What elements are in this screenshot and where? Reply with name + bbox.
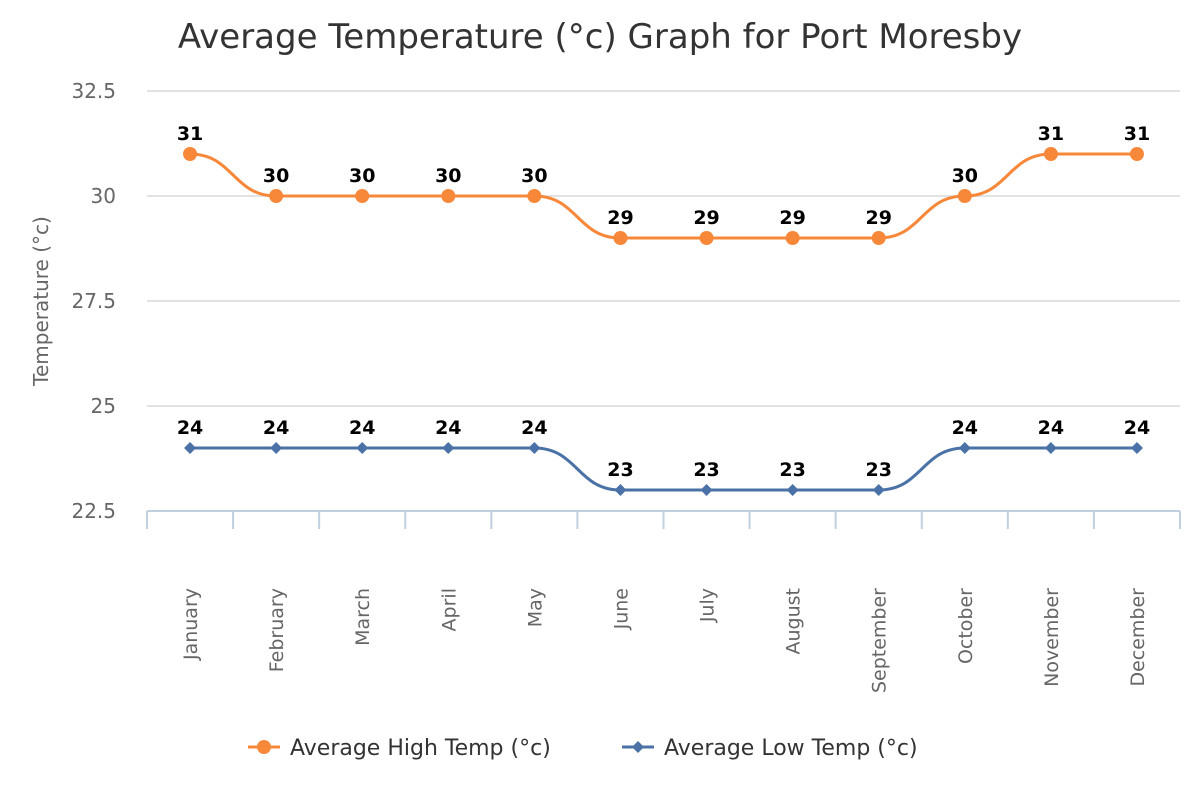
data-point: [786, 484, 799, 496]
data-point: [1130, 442, 1143, 454]
data-label: 30: [263, 165, 289, 187]
data-point: [528, 442, 541, 454]
legend-label: Average High Temp (°c): [290, 736, 551, 761]
x-tick-label: August: [783, 588, 805, 655]
data-label: 31: [177, 123, 203, 145]
series-line: [190, 446, 1137, 492]
data-label: 24: [263, 417, 289, 439]
x-tick-label: May: [524, 588, 546, 627]
grid-lines: [147, 90, 1180, 407]
x-tick-label: July: [697, 588, 719, 623]
x-tick-label: June: [610, 588, 632, 630]
legend-marker-icon: [632, 741, 644, 753]
legend-marker-icon: [257, 740, 271, 754]
data-label: 23: [693, 459, 719, 481]
data-point: [441, 189, 456, 203]
data-label: 24: [349, 417, 375, 439]
data-label: 23: [607, 459, 633, 481]
data-label: 24: [1038, 417, 1064, 439]
data-label: 29: [865, 207, 891, 229]
data-point: [183, 147, 198, 161]
data-label: 30: [349, 165, 375, 187]
data-point: [872, 484, 885, 496]
data-point: [958, 442, 971, 454]
y-tick-label: 22.5: [71, 499, 116, 523]
data-label: 24: [1124, 417, 1150, 439]
x-tick-label: March: [352, 588, 374, 646]
data-label: 31: [1124, 123, 1150, 145]
data-point: [270, 442, 283, 454]
data-point: [1129, 147, 1144, 161]
data-label: 31: [1038, 123, 1064, 145]
x-tick-label: January: [180, 588, 202, 661]
y-axis-label: Temperature (°c): [29, 216, 53, 387]
x-axis: January February March April May June July Augu…: [146, 510, 1181, 693]
chart-title: Average Temperature (°c) Graph for Port …: [178, 17, 1022, 57]
data-point: [699, 231, 714, 245]
data-label: 29: [693, 207, 719, 229]
data-label: 30: [521, 165, 547, 187]
data-label: 24: [177, 417, 203, 439]
data-point: [356, 442, 369, 454]
y-tick-label: 25: [91, 394, 116, 418]
data-point: [1044, 442, 1057, 454]
data-point: [785, 231, 800, 245]
y-tick-label: 27.5: [71, 289, 116, 313]
x-tick-label: September: [869, 588, 891, 693]
data-point: [871, 231, 886, 245]
data-label: 24: [435, 417, 461, 439]
data-point: [614, 484, 627, 496]
data-point: [355, 189, 370, 203]
x-tick-label: December: [1127, 588, 1149, 687]
data-label: 24: [952, 417, 978, 439]
series-line: [190, 152, 1137, 240]
data-point: [700, 484, 713, 496]
data-point: [527, 189, 542, 203]
data-label: 29: [607, 207, 633, 229]
x-tick-label: April: [438, 588, 460, 631]
data-label: 29: [779, 207, 805, 229]
x-tick-label: October: [955, 588, 977, 664]
data-point: [442, 442, 455, 454]
y-axis-ticks: 22.5 25 27.5 30 32.5: [71, 79, 116, 523]
data-point: [1043, 147, 1058, 161]
legend-label: Average Low Temp (°c): [664, 736, 918, 761]
data-label: 23: [779, 459, 805, 481]
data-label: 24: [521, 417, 547, 439]
data-point: [269, 189, 284, 203]
legend: Average High Temp (°c) Average Low Temp (…: [248, 736, 918, 761]
y-tick-label: 32.5: [71, 79, 116, 103]
data-label: 30: [435, 165, 461, 187]
x-tick-label: February: [266, 588, 288, 672]
data-label: 23: [865, 459, 891, 481]
data-point: [613, 231, 628, 245]
data-point: [184, 442, 197, 454]
y-tick-label: 30: [91, 184, 116, 208]
data-label: 30: [952, 165, 978, 187]
x-tick-label: November: [1041, 588, 1063, 687]
series-group: 31 30 30 30 30 29 29 29 29 30 31 31 24 24 24 24 24 23 23 23…: [177, 123, 1150, 496]
data-point: [957, 189, 972, 203]
